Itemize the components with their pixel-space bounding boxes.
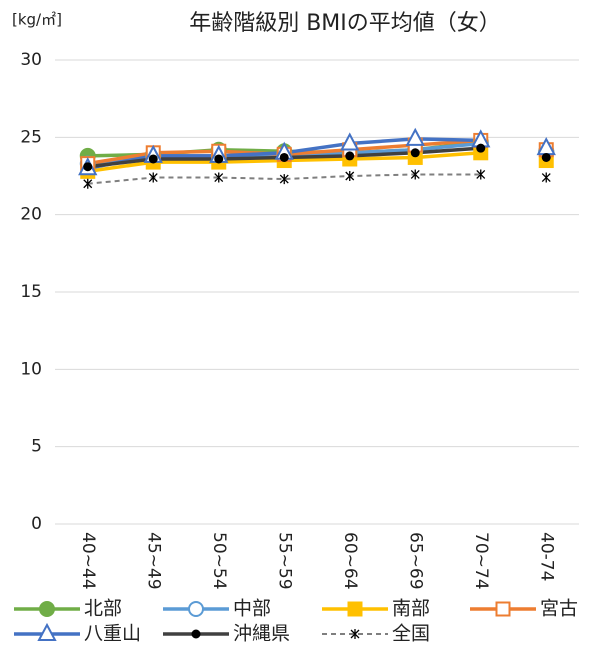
data-point — [345, 151, 355, 161]
legend-item: 八重山 — [14, 623, 141, 645]
legend-marker — [188, 601, 204, 617]
y-tick-label: 30 — [20, 50, 42, 70]
x-tick-label: 70~74 — [471, 532, 491, 590]
x-tick-label: 50~54 — [209, 532, 229, 590]
legend-marker — [350, 629, 360, 639]
legend-label: 南部 — [392, 598, 430, 620]
data-point — [279, 174, 289, 185]
data-point — [340, 132, 360, 151]
y-tick-label: 20 — [20, 205, 42, 225]
x-tick-label: 55~59 — [274, 532, 294, 590]
data-point — [279, 152, 289, 162]
data-point — [541, 152, 551, 162]
x-tick-label: 60~64 — [340, 532, 360, 590]
legend-item: 中部 — [163, 598, 271, 620]
unit-label: [kg/㎡] — [12, 11, 62, 29]
legend-marker — [39, 601, 55, 617]
x-tick-label: 45~49 — [143, 532, 163, 590]
data-point — [541, 172, 551, 183]
x-tick-label: 40~44 — [78, 532, 98, 590]
x-tick-label: 40-74 — [536, 532, 556, 581]
data-point — [476, 169, 486, 180]
legend-item: 全国 — [322, 623, 430, 645]
data-point — [410, 169, 420, 180]
legend-item: 沖縄県 — [163, 623, 290, 645]
y-tick-label: 15 — [20, 282, 42, 302]
x-tick-label: 65~69 — [405, 532, 425, 590]
data-point — [83, 178, 93, 189]
legend-marker — [495, 601, 511, 617]
data-point — [476, 143, 486, 153]
data-point — [214, 172, 224, 183]
legend-item: 北部 — [14, 598, 122, 620]
legend-marker — [347, 601, 363, 617]
data-point — [405, 127, 425, 146]
data-point — [148, 154, 158, 164]
chart-title: 年齢階級別 BMIの平均値（女） — [189, 11, 501, 36]
data-point — [345, 171, 355, 181]
legend-label: 中部 — [233, 598, 271, 620]
legend-label: 北部 — [84, 598, 122, 620]
y-tick-label: 10 — [20, 359, 42, 379]
legend-item: 宮古 — [470, 598, 578, 620]
data-point — [214, 154, 224, 164]
legend-label: 宮古 — [540, 598, 578, 620]
legend-marker — [191, 629, 201, 639]
legend-label: 全国 — [392, 623, 430, 645]
legend-label: 沖縄県 — [233, 623, 290, 645]
data-point — [148, 172, 158, 183]
data-point — [83, 162, 93, 172]
legend-label: 八重山 — [84, 623, 141, 645]
legend-item: 南部 — [322, 598, 430, 620]
legend-marker — [37, 622, 57, 641]
y-tick-label: 5 — [31, 437, 42, 457]
data-point — [410, 148, 420, 158]
y-tick-label: 25 — [20, 127, 42, 147]
y-tick-label: 0 — [31, 514, 42, 534]
